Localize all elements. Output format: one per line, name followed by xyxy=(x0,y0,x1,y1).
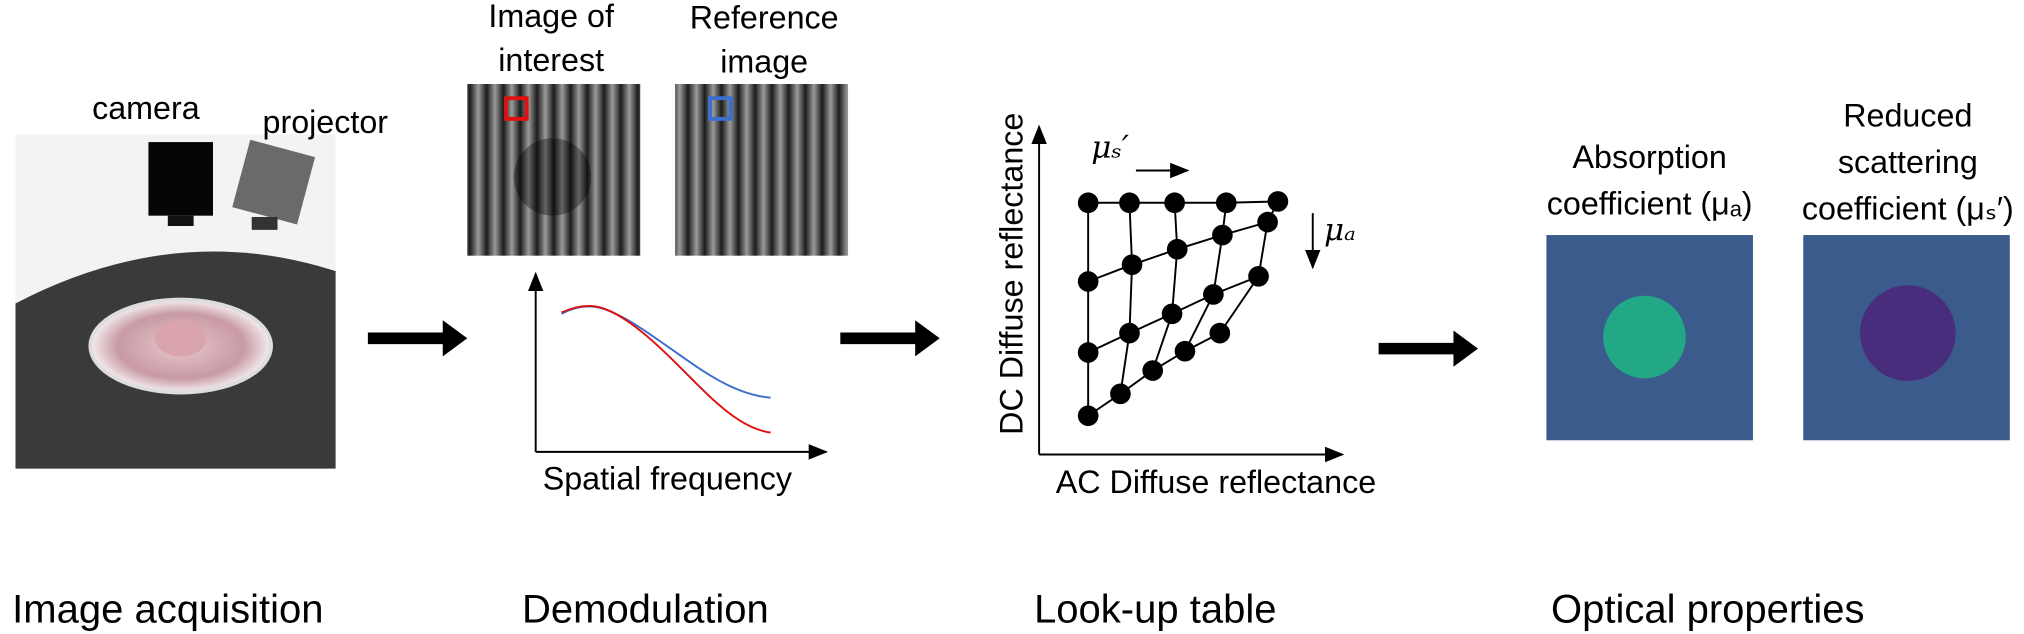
lookup-table xyxy=(1031,124,1345,463)
mu-a-label: μₐ xyxy=(1324,212,1356,248)
mu-s-label: μₛ′ xyxy=(1091,130,1129,166)
x-axis-label: Spatial frequency xyxy=(543,460,793,496)
projector-label: projector xyxy=(263,104,389,140)
stage-label: Demodulation xyxy=(522,587,769,631)
stage-label: Optical properties xyxy=(1551,587,1864,631)
reference-image-line: Reference xyxy=(690,0,839,36)
absorption-line: Absorption xyxy=(1573,139,1727,175)
x-axis-label: AC Diffuse reflectance xyxy=(1056,464,1376,500)
image-of-interest-line: interest xyxy=(498,42,604,78)
acquisition-photo: camera projector xyxy=(15,90,388,469)
reference-image-line: image xyxy=(720,43,808,79)
scattering-line: scattering xyxy=(1838,144,1978,180)
arrow-head xyxy=(1453,330,1478,367)
arrow-head xyxy=(915,320,940,357)
stage-label: Image acquisition xyxy=(12,587,323,631)
y-axis-label: DC Diffuse reflectance xyxy=(993,113,1029,435)
camera-label: camera xyxy=(92,90,200,126)
scattering-line: coefficient (μₛ′) xyxy=(1802,191,2014,227)
stage-label: Look-up table xyxy=(1034,587,1276,631)
scattering-line: Reduced xyxy=(1843,98,1972,134)
arrow-head xyxy=(442,320,468,357)
image-of-interest-line: Image of xyxy=(488,0,615,34)
optical-maps xyxy=(1546,235,2010,441)
demodulation: Image of interest Reference image Spatia… xyxy=(467,0,849,496)
absorption-line: coefficient (μₐ) xyxy=(1547,185,1753,221)
